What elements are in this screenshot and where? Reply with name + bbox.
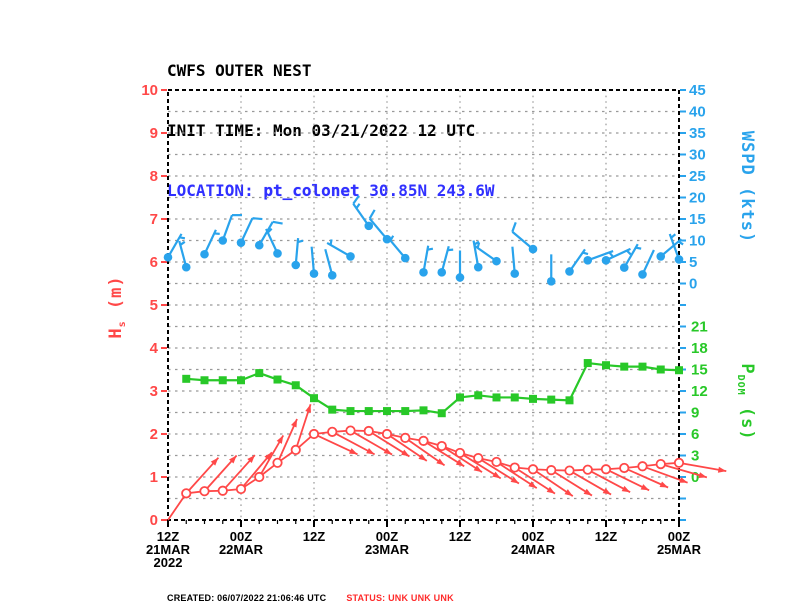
plot-grid [168, 90, 679, 520]
svg-text:2: 2 [150, 426, 158, 443]
pdom-series [182, 359, 683, 418]
svg-text:00Z: 00Z [230, 529, 252, 544]
location-line: LOCATION: pt_colonet 30.85N 243.6W [167, 181, 495, 201]
svg-text:12Z: 12Z [595, 529, 617, 544]
plot-footer: CREATED: 06/07/2022 21:06:46 UTC STATUS: … [167, 572, 472, 612]
svg-text:10: 10 [689, 233, 706, 250]
svg-text:45: 45 [689, 82, 706, 99]
svg-text:20: 20 [689, 190, 706, 207]
svg-text:2022: 2022 [154, 555, 183, 570]
svg-text:5: 5 [689, 254, 697, 271]
svg-text:10: 10 [141, 82, 158, 99]
plot-border [167, 89, 680, 521]
svg-text:4: 4 [150, 340, 159, 357]
svg-text:8: 8 [150, 168, 158, 185]
plot-header: CWFS OUTER NEST INIT TIME: Mon 03/21/202… [167, 21, 495, 241]
svg-text:23MAR: 23MAR [365, 542, 410, 557]
created-text: CREATED: 06/07/2022 21:06:46 UTC [167, 593, 327, 603]
svg-text:15: 15 [689, 211, 706, 228]
svg-text:12Z: 12Z [303, 529, 325, 544]
svg-text:00Z: 00Z [522, 529, 544, 544]
svg-text:00Z: 00Z [668, 529, 690, 544]
location-name: pt_colonet [263, 181, 360, 200]
svg-text:3: 3 [150, 383, 158, 400]
svg-text:9: 9 [691, 405, 699, 422]
svg-text:00Z: 00Z [376, 529, 398, 544]
wspd-barbs [163, 194, 684, 286]
page-title: CWFS OUTER NEST [167, 61, 312, 80]
svg-text:0: 0 [150, 512, 158, 529]
svg-text:12: 12 [691, 383, 708, 400]
svg-text:25MAR: 25MAR [657, 542, 702, 557]
svg-text:6: 6 [150, 254, 158, 271]
svg-text:6: 6 [691, 426, 699, 443]
svg-text:PDOM (s): PDOM (s) [735, 363, 757, 440]
axis-titles: Hs (m) WSPD (kts) PDOM (s) [106, 131, 757, 441]
svg-text:1: 1 [150, 469, 158, 486]
svg-text:7: 7 [150, 211, 158, 228]
svg-text:22MAR: 22MAR [219, 542, 264, 557]
init-time-line: INIT TIME: Mon 03/21/2022 12 UTC [167, 121, 476, 140]
svg-text:0: 0 [691, 469, 699, 486]
svg-text:12Z: 12Z [449, 529, 471, 544]
svg-text:15: 15 [691, 362, 708, 379]
svg-text:21: 21 [691, 319, 708, 336]
location-coords: 30.85N 243.6W [359, 181, 495, 200]
status-text: STATUS: UNK UNK UNK [346, 593, 454, 603]
svg-text:40: 40 [689, 104, 706, 121]
svg-text:24MAR: 24MAR [511, 542, 556, 557]
svg-text:25: 25 [689, 168, 706, 185]
svg-text:12Z: 12Z [157, 529, 179, 544]
svg-text:35: 35 [689, 125, 706, 142]
svg-text:5: 5 [150, 297, 158, 314]
footer-created-line: CREATED: 06/07/2022 21:06:46 UTC STATUS: … [167, 593, 472, 604]
svg-text:9: 9 [150, 125, 158, 142]
svg-text:18: 18 [691, 340, 708, 357]
location-label: LOCATION: [167, 181, 264, 200]
hs-series [167, 403, 727, 521]
svg-text:Hs (m): Hs (m) [106, 275, 128, 338]
svg-text:3: 3 [691, 448, 699, 465]
svg-text:0: 0 [689, 276, 697, 293]
svg-text:WSPD (kts): WSPD (kts) [737, 131, 757, 243]
svg-text:30: 30 [689, 147, 706, 164]
svg-text:21MAR: 21MAR [146, 542, 191, 557]
